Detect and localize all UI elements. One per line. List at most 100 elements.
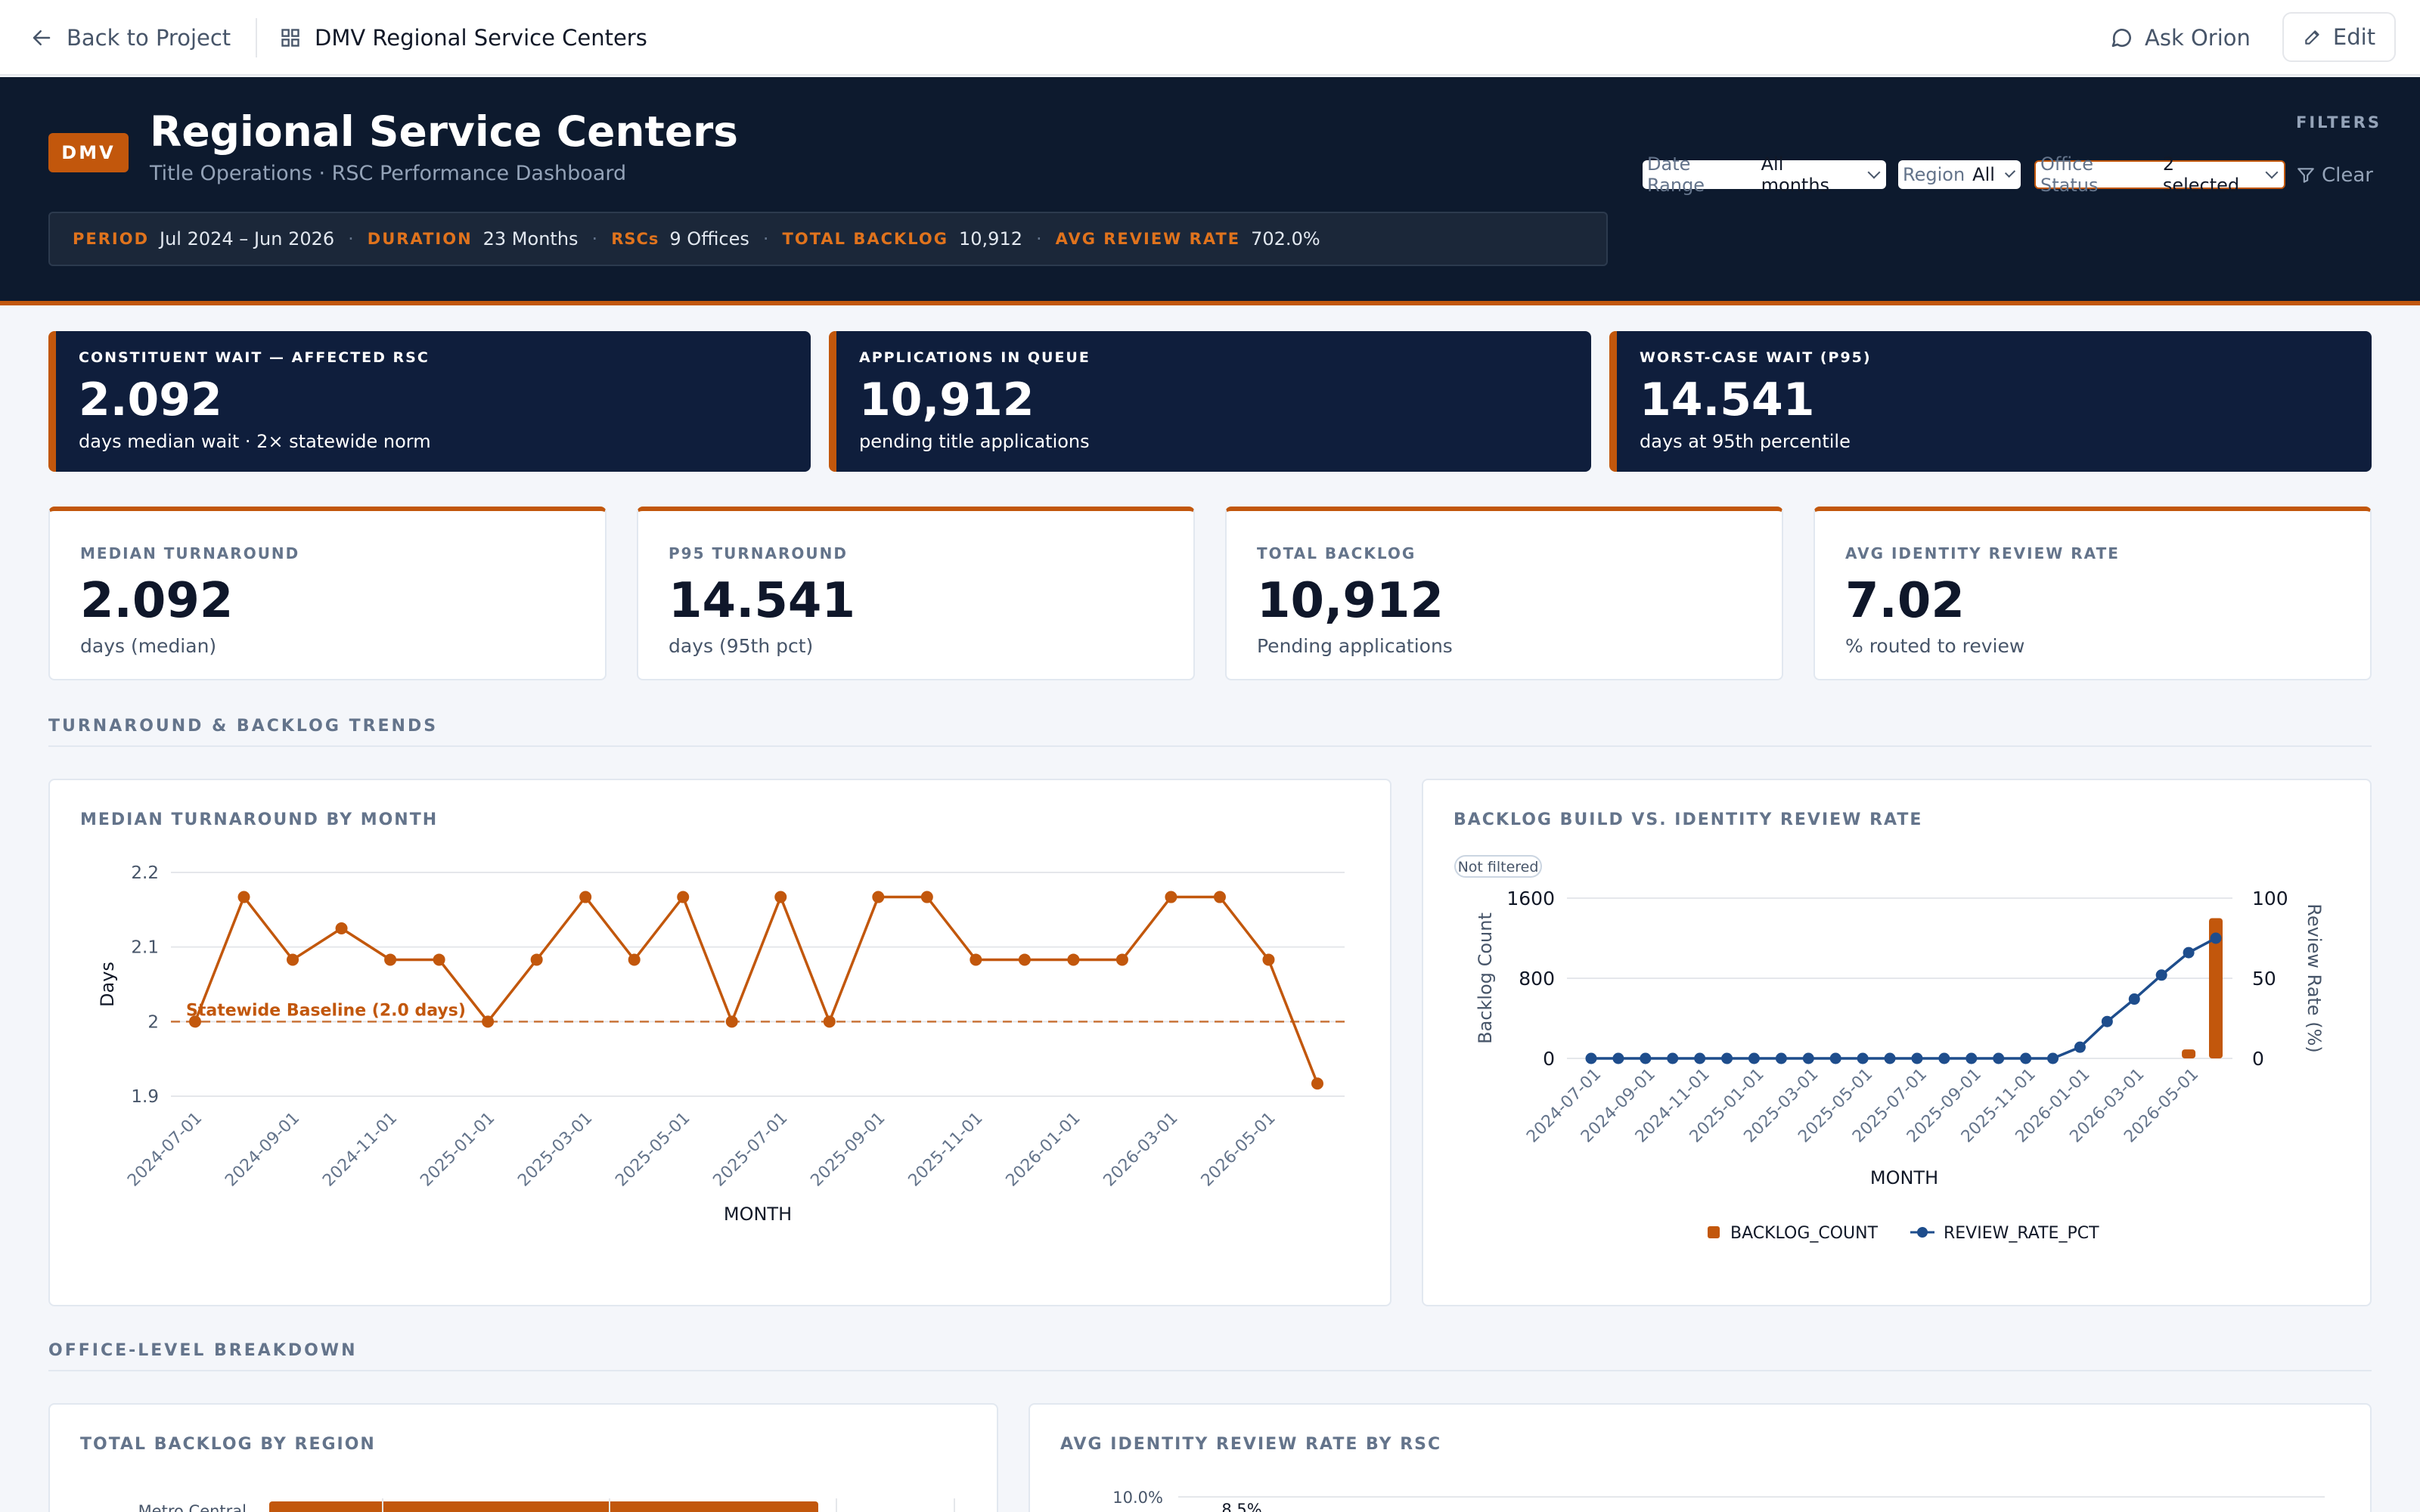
- y2-tick-label: 50: [2252, 968, 2276, 990]
- data-point: [2074, 1041, 2086, 1053]
- data-point: [2210, 932, 2222, 944]
- y2-tick-label: 0: [2252, 1048, 2264, 1070]
- backlog-by-region-chart: Metro Central: [138, 1498, 955, 1512]
- x-tick-label: 2025-05-01: [612, 1109, 693, 1191]
- data-point: [628, 953, 641, 966]
- y-tick-label: 1.9: [131, 1087, 159, 1107]
- data-point: [970, 953, 982, 966]
- data-point: [1612, 1052, 1624, 1064]
- edit-button[interactable]: Edit: [2282, 12, 2396, 62]
- data-point: [2128, 993, 2140, 1005]
- y-tick-label: 0: [1543, 1048, 1555, 1070]
- y-tick-label: 10.0%: [1112, 1489, 1163, 1507]
- data-point: [2020, 1052, 2032, 1064]
- data-point: [335, 922, 348, 934]
- backlog-by-region-panel: TOTAL BACKLOG BY REGION Metro Central: [48, 1403, 998, 1512]
- period-key: PERIOD: [73, 230, 150, 248]
- office-status-value: 2 selected: [2162, 153, 2240, 196]
- kpi-card-p95-turnaround: P95 TURNAROUND 14.541 days (95th pct): [637, 507, 1195, 680]
- kpi-card-applications-in-queue: APPLICATIONS IN QUEUE 10,912 pending tit…: [829, 331, 1591, 472]
- date-range-filter[interactable]: Date Range All months: [1643, 153, 1886, 196]
- data-point: [1115, 953, 1128, 966]
- legend-label-review: REVIEW_RATE_PCT: [1944, 1224, 2099, 1243]
- data-point: [872, 891, 885, 903]
- y-tick-label: 2: [147, 1012, 159, 1032]
- x-tick-label: 2024-09-01: [222, 1109, 303, 1191]
- kpi-label: TOTAL BACKLOG: [1257, 544, 1416, 562]
- kpi-card-worst-case-wait: WORST-CASE WAIT (P95) 14.541 days at 95t…: [1609, 331, 2372, 472]
- avg-review-rate-key: AVG REVIEW RATE: [1055, 230, 1241, 248]
- x-tick-label: 2026-05-01: [1198, 1109, 1280, 1191]
- kpi-value: 14.541: [1640, 373, 1815, 426]
- chat-bubble-icon: [2111, 29, 2131, 47]
- median-turnaround-chart: 1.9 2 2.1 2.2 Days Statewide Baseline (2.0 da…: [97, 863, 1345, 1225]
- data-point: [1884, 1052, 1896, 1064]
- back-label: Back to Project: [67, 25, 231, 51]
- duration-key: DURATION: [367, 230, 473, 248]
- review-rate-series-line: [1591, 937, 2217, 1060]
- x-tick-label: 2024-11-01: [319, 1109, 401, 1191]
- chart-title: AVG IDENTITY REVIEW RATE BY RSC: [1060, 1435, 1442, 1454]
- region-filter[interactable]: Region All: [1898, 160, 2021, 189]
- backlog-bar: [2209, 918, 2223, 1058]
- meta-separator: ·: [762, 228, 769, 249]
- dashboard-name: DMV Regional Service Centers: [315, 25, 647, 51]
- kpi-value: 2.092: [80, 573, 234, 629]
- backlog-bar: [2182, 1049, 2196, 1058]
- edit-label: Edit: [2332, 24, 2376, 50]
- kpi-value: 10,912: [859, 373, 1035, 426]
- section-heading-office: OFFICE-LEVEL BREAKDOWN: [48, 1341, 2372, 1371]
- data-point: [1067, 953, 1080, 966]
- top-bar: Back to Project DMV Regional Service Cen…: [0, 0, 2420, 76]
- legend-label-backlog: BACKLOG_COUNT: [1730, 1224, 1879, 1243]
- pencil-icon: [2305, 30, 2319, 45]
- kpi-caption: % routed to review: [1845, 635, 2025, 657]
- category-label: Metro Central: [138, 1502, 247, 1512]
- meta-separator: ·: [1035, 228, 1042, 249]
- data-point: [1694, 1052, 1706, 1064]
- legend-swatch-backlog: [1708, 1226, 1720, 1238]
- data-point: [1018, 953, 1031, 966]
- data-point: [1585, 1052, 1597, 1064]
- back-to-project-link[interactable]: Back to Project: [30, 21, 231, 54]
- kpi-caption: days (median): [80, 635, 217, 657]
- data-point: [1965, 1052, 1978, 1064]
- data-point: [2183, 947, 2195, 959]
- kpi-value: 14.541: [669, 573, 855, 629]
- chart-title: TOTAL BACKLOG BY REGION: [80, 1435, 376, 1454]
- clear-filters-button[interactable]: Clear: [2296, 162, 2373, 189]
- duration-value: 23 Months: [482, 228, 579, 249]
- x-tick-label: 2024-07-01: [124, 1109, 206, 1191]
- kpi-label: MEDIAN TURNAROUND: [80, 544, 300, 562]
- data-point: [823, 1015, 836, 1028]
- data-point: [677, 891, 690, 903]
- kpi-label: AVG IDENTITY REVIEW RATE: [1845, 544, 2120, 562]
- not-filtered-text: Not filtered: [1458, 859, 1539, 875]
- data-point: [920, 891, 933, 903]
- data-point: [433, 953, 445, 966]
- agency-badge: DMV: [48, 133, 129, 172]
- period-value: Jul 2024 – Jun 2026: [160, 228, 335, 249]
- page-title: Regional Service Centers: [150, 107, 739, 156]
- chart-title: BACKLOG BUILD VS. IDENTITY REVIEW RATE: [1454, 810, 1923, 829]
- data-point: [1911, 1052, 1923, 1064]
- chevron-down-icon: [1867, 166, 1881, 179]
- baseline-label: Statewide Baseline (2.0 days): [186, 1001, 466, 1020]
- legend-swatch-review: [1917, 1227, 1928, 1238]
- ask-orion-button[interactable]: Ask Orion: [2110, 21, 2251, 54]
- office-status-filter[interactable]: Office Status 2 selected: [2034, 153, 2285, 196]
- kpi-card-avg-review-rate: AVG IDENTITY REVIEW RATE 7.02 % routed t…: [1813, 507, 2372, 680]
- y-axis-label: Backlog Count: [1475, 912, 1496, 1044]
- data-point: [1667, 1052, 1679, 1064]
- kpi-value: 2.092: [79, 373, 222, 426]
- kpi-value: 10,912: [1257, 573, 1444, 629]
- dashboard-header: DMV Regional Service Centers Title Opera…: [0, 77, 2420, 305]
- data-point: [1262, 953, 1275, 966]
- total-backlog-key: TOTAL BACKLOG: [782, 230, 948, 248]
- page-subtitle: Title Operations · RSC Performance Dashb…: [150, 162, 627, 185]
- chevron-down-icon: [2004, 166, 2016, 178]
- backlog-review-chart-panel: BACKLOG BUILD VS. IDENTITY REVIEW RATE N…: [1422, 779, 2372, 1306]
- data-point: [482, 1015, 495, 1028]
- y-axis-label: Days: [97, 962, 118, 1007]
- x-tick-label: 2025-09-01: [807, 1109, 889, 1191]
